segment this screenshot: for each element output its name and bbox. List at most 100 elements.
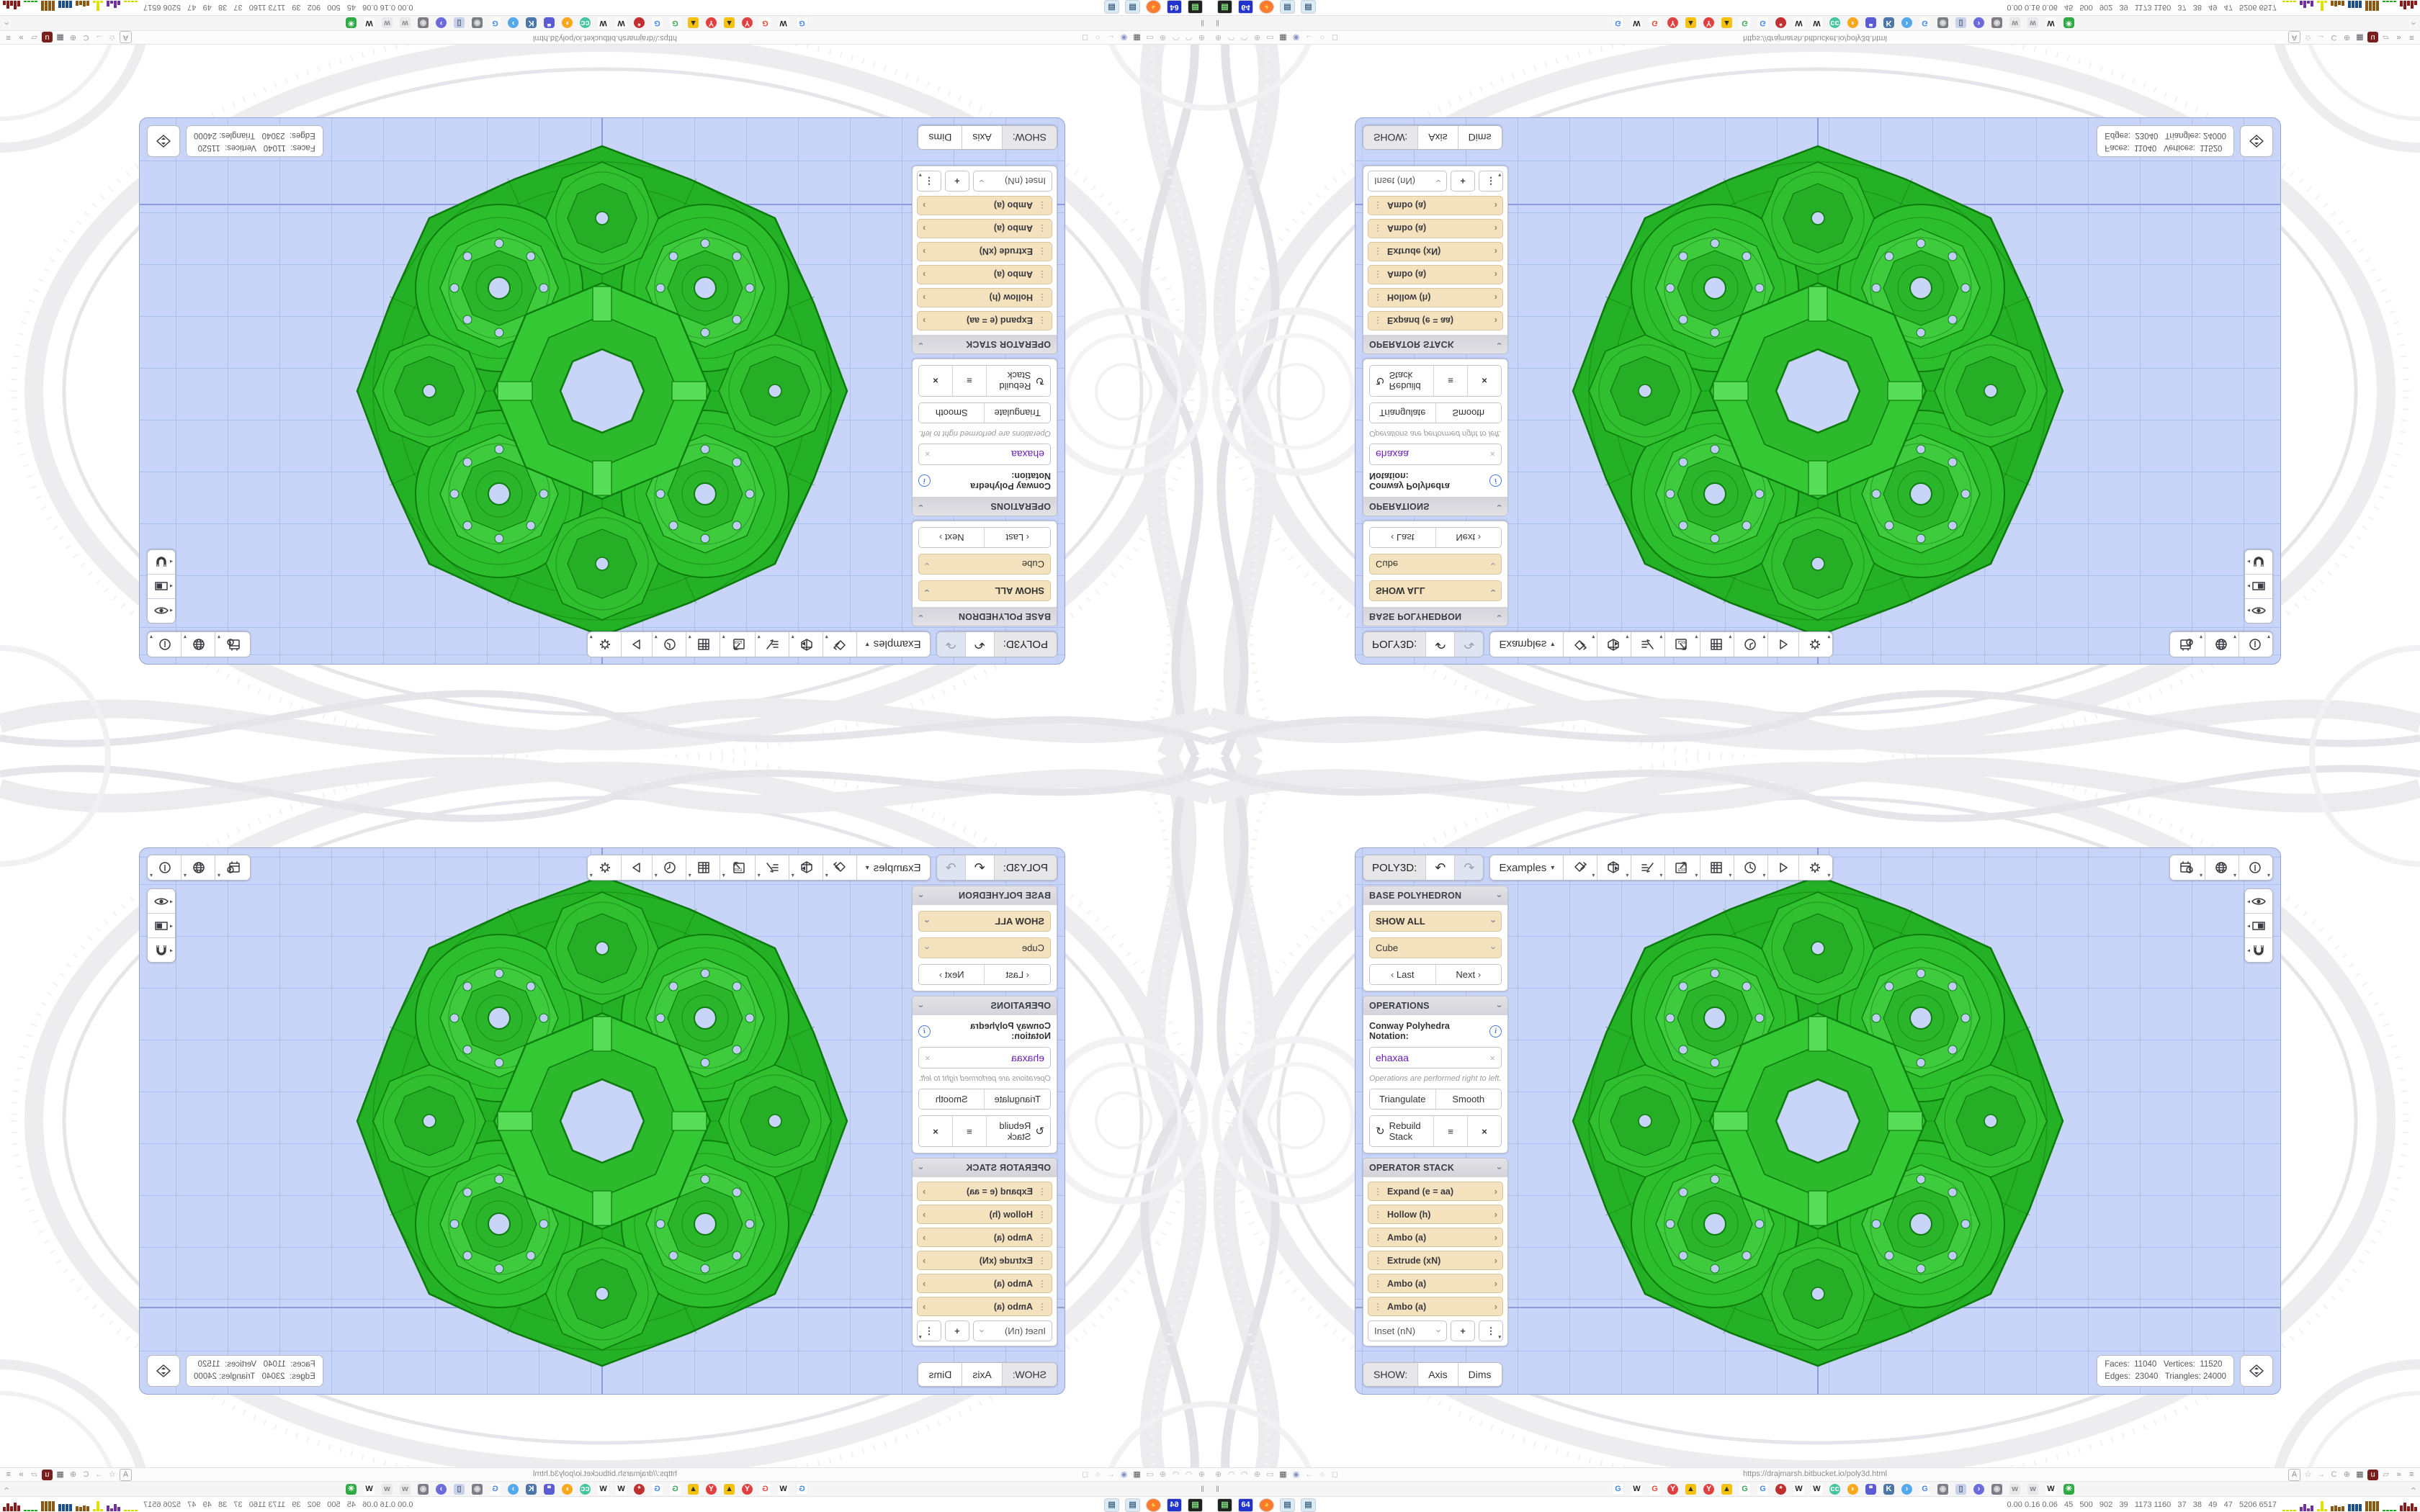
tab-wikipedia[interactable]: W	[1631, 1484, 1642, 1495]
clear-input-icon[interactable]: ×	[1489, 1052, 1495, 1063]
tab-google[interactable]: G	[1919, 17, 1930, 28]
base-polyhedron-header[interactable]: BASE POLYHEDRON ›	[913, 607, 1057, 626]
drag-handle-icon[interactable]: ⋮	[1038, 1232, 1047, 1243]
translate-icon[interactable]: A	[120, 1469, 132, 1481]
operations-header[interactable]: OPERATIONS ›	[1363, 497, 1507, 516]
operator-item[interactable]: ⋮ Ambo (a) ›	[1368, 1228, 1503, 1247]
info-button[interactable]: ▾	[148, 632, 181, 657]
trash-icon[interactable]: ▦	[56, 33, 64, 42]
history-button[interactable]: ▾	[1734, 632, 1769, 657]
export-button[interactable]: EXP ▾	[719, 855, 755, 880]
globe-icon[interactable]: ⊕	[69, 33, 77, 42]
menu-icon[interactable]: ≡	[2409, 33, 2414, 42]
undo-button[interactable]: ↶	[1426, 855, 1456, 880]
redo-button[interactable]: ↷	[1455, 855, 1484, 880]
operator-item[interactable]: ⋮ Ambo (a) ›	[917, 1274, 1052, 1293]
dims-toggle-button[interactable]: Dims	[1458, 1363, 1502, 1386]
operator-stack-header[interactable]: OPERATOR STACK ›	[1363, 335, 1507, 354]
reload-icon[interactable]: C	[2331, 1470, 2337, 1479]
page-action-icon[interactable]: ▱	[31, 1470, 37, 1479]
tab-creativecommons[interactable]: cc	[1829, 1484, 1840, 1495]
tab-google[interactable]: G	[1919, 1484, 1930, 1495]
badge-icon[interactable]: ◉	[1292, 1470, 1300, 1479]
trash-icon[interactable]: ▦	[1279, 1470, 1287, 1479]
tab-google[interactable]: G	[760, 17, 771, 28]
app-notepad[interactable]: ▤	[1301, 1498, 1316, 1512]
operator-item[interactable]: ⋮ Ambo (a) ›	[1368, 219, 1503, 238]
operator-stack-header[interactable]: OPERATOR STACK ›	[913, 335, 1057, 354]
stack-list-button[interactable]: ≡	[1434, 366, 1468, 396]
tab-video[interactable]: Y	[1667, 17, 1678, 28]
tab-wikipedia[interactable]: W	[364, 17, 375, 28]
tab-images[interactable]: ▲	[1685, 17, 1696, 28]
drag-handle-icon[interactable]: ⋮	[1373, 315, 1382, 326]
drag-handle-icon[interactable]: ⋮	[1373, 1186, 1382, 1197]
play-button[interactable]	[620, 632, 652, 657]
operator-item[interactable]: ⋮ Hollow (h) ›	[1368, 288, 1503, 307]
translate-icon[interactable]: A	[2288, 31, 2300, 43]
forward-arrow-icon[interactable]: →	[2317, 1470, 2325, 1479]
tab-forum[interactable]: *	[1775, 17, 1786, 28]
translate-icon[interactable]: A	[120, 31, 132, 43]
tab-google[interactable]: G	[670, 17, 681, 28]
app-commander64[interactable]: 64	[1167, 1498, 1182, 1512]
tab-forum[interactable]: *	[1775, 1484, 1786, 1495]
next-button[interactable]: Next ›	[1435, 528, 1501, 547]
settings-button[interactable]: ▾	[587, 855, 621, 880]
tab-web-green[interactable]: ✳	[346, 17, 357, 28]
tab-archive[interactable]: ▯	[1955, 1484, 1966, 1495]
smooth-button[interactable]: Smooth	[919, 403, 985, 423]
export-button[interactable]: EXP ▾	[719, 632, 755, 657]
folder-icon[interactable]: ▭	[1266, 1470, 1274, 1479]
drag-handle-icon[interactable]: ⋮	[1373, 246, 1382, 257]
tab-profile[interactable]: ◉	[418, 17, 429, 28]
chevron-up-icon[interactable]: ›	[1, 1487, 13, 1490]
drag-handle-icon[interactable]: ⋮	[1038, 223, 1047, 234]
snap-button[interactable]: ◂	[148, 938, 175, 962]
tab-wikipedia[interactable]: W	[616, 1484, 627, 1495]
drag-handle-icon[interactable]: ⋮	[1373, 1301, 1382, 1312]
tab-telegram[interactable]: ›	[508, 1484, 519, 1495]
polyhedron-dropdown[interactable]: Cube ›	[1369, 937, 1502, 958]
tab-profile[interactable]: ◉	[472, 1484, 483, 1495]
drag-handle-icon[interactable]: ⋮	[1038, 200, 1047, 211]
panel-toggle-button[interactable]: ◂	[148, 914, 175, 938]
tab-profile[interactable]: ◉	[1937, 17, 1948, 28]
tab-google[interactable]: G	[1757, 17, 1768, 28]
play-button[interactable]	[1768, 632, 1800, 657]
poly3d-viewport[interactable]: POLY3D: ↶ ↷ Examples ▾ ▾ ▾	[139, 847, 1065, 1395]
tab-wikipedia[interactable]: W	[1811, 17, 1822, 28]
app-notepad[interactable]: ▤	[1104, 1498, 1119, 1512]
tab-wikipedia[interactable]: W	[364, 1484, 375, 1495]
globe-button[interactable]: ▾	[181, 855, 215, 880]
play-button[interactable]	[620, 855, 652, 880]
redo-button[interactable]: ↷	[936, 855, 965, 880]
app-disk-utility[interactable]: ▤	[1217, 1498, 1232, 1512]
operations-header[interactable]: OPERATIONS ›	[1363, 996, 1507, 1015]
last-button[interactable]: ‹ Last	[1370, 965, 1436, 984]
tab-video[interactable]: Y	[742, 1484, 753, 1495]
tab-images[interactable]: ▲	[1721, 1484, 1732, 1495]
operator-item[interactable]: ⋮ Hollow (h) ›	[1368, 1205, 1503, 1224]
stack-clear-button[interactable]: ×	[1468, 1116, 1501, 1146]
schedule-button[interactable]: ▾	[2170, 855, 2205, 880]
rebuild-stack-button[interactable]: ↻ Rebuild Stack	[986, 366, 1050, 396]
menu-icon[interactable]: ≡	[6, 1470, 11, 1479]
tab-google[interactable]: G	[490, 17, 501, 28]
tab-profile[interactable]: ◉	[418, 1484, 429, 1495]
tab-chat[interactable]: ❝	[544, 17, 555, 28]
operator-item[interactable]: ⋮ Extrude (xN) ›	[917, 242, 1052, 261]
annotate-button[interactable]: ▾	[1631, 855, 1666, 880]
smooth-button[interactable]: Smooth	[1435, 403, 1501, 423]
undo-button[interactable]: ↶	[964, 855, 994, 880]
info-icon[interactable]: i	[918, 1025, 931, 1038]
chevron-up-icon[interactable]: ›	[2407, 22, 2419, 25]
overflow-icon[interactable]: »	[19, 1470, 24, 1479]
add-operator-select[interactable]: Inset (nN) ›	[1368, 1320, 1447, 1341]
operator-item[interactable]: ⋮ Hollow (h) ›	[917, 288, 1052, 307]
tab-wikipedia[interactable]: W	[1811, 1484, 1822, 1495]
schedule-button[interactable]: ▾	[215, 855, 250, 880]
schedule-button[interactable]: ▾	[215, 632, 250, 657]
tab-vk[interactable]: K	[526, 17, 537, 28]
tab-google[interactable]: G	[796, 1483, 808, 1495]
